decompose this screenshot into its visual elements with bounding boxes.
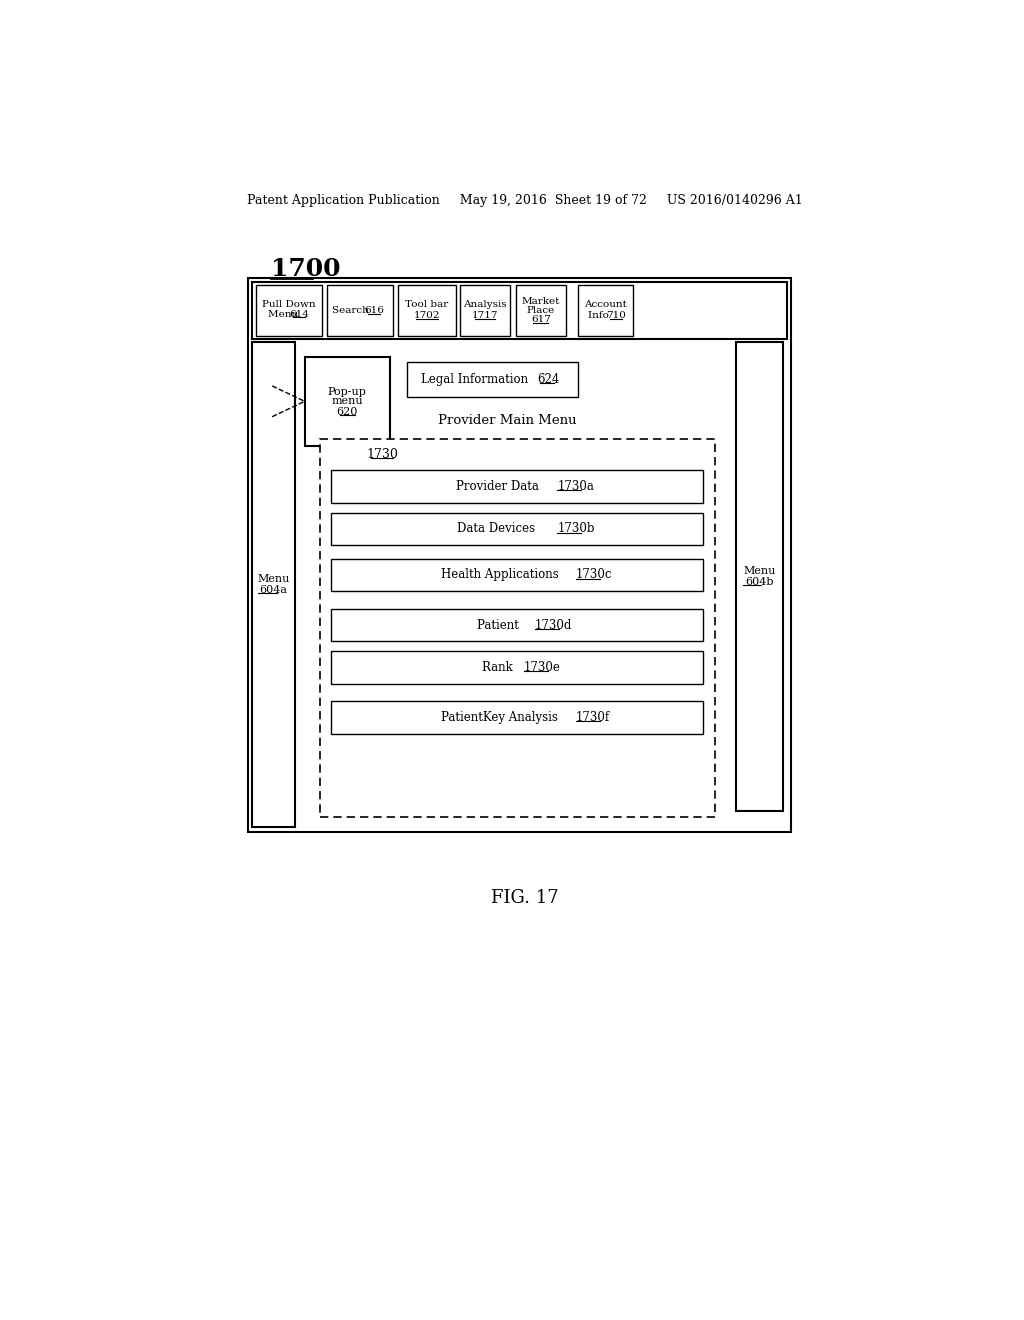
Bar — [331, 470, 703, 503]
Text: 1702: 1702 — [414, 312, 440, 321]
Bar — [331, 512, 703, 545]
Text: 710: 710 — [606, 312, 627, 321]
Text: Pop-up: Pop-up — [328, 387, 367, 397]
Text: Analysis: Analysis — [463, 300, 507, 309]
Text: 1730c: 1730c — [575, 569, 612, 582]
Text: 1730e: 1730e — [524, 661, 561, 675]
Text: 617: 617 — [530, 315, 551, 325]
Text: 1700: 1700 — [271, 256, 341, 281]
Text: Menu: Menu — [743, 566, 776, 576]
Text: 1730b: 1730b — [557, 523, 595, 536]
Text: Place: Place — [526, 306, 555, 315]
Bar — [397, 285, 456, 335]
Text: Menu: Menu — [268, 310, 302, 319]
Text: Provider Main Menu: Provider Main Menu — [438, 413, 578, 426]
Bar — [252, 342, 295, 826]
Text: Menu: Menu — [257, 574, 290, 583]
Text: Account: Account — [584, 300, 627, 309]
Text: 614: 614 — [289, 310, 309, 319]
Text: 604b: 604b — [745, 577, 774, 587]
Bar — [328, 285, 393, 335]
Bar — [305, 358, 390, 446]
Text: Rank: Rank — [482, 661, 520, 675]
Text: 624: 624 — [537, 374, 559, 387]
Bar — [578, 285, 633, 335]
Bar — [331, 609, 703, 642]
Bar — [256, 285, 322, 335]
Bar — [407, 363, 578, 397]
Text: PatientKey Analysis: PatientKey Analysis — [441, 711, 562, 723]
Bar — [248, 277, 791, 832]
Bar — [331, 701, 703, 734]
Text: Data Devices: Data Devices — [457, 523, 546, 536]
Text: menu: menu — [332, 396, 364, 407]
Text: 620: 620 — [337, 407, 358, 417]
Text: Market: Market — [521, 297, 560, 306]
Bar — [321, 440, 716, 817]
Text: 604a: 604a — [259, 585, 288, 594]
Bar — [331, 558, 703, 591]
Text: Patient: Patient — [477, 619, 526, 631]
Bar — [331, 651, 703, 684]
Bar — [460, 285, 510, 335]
Text: 1730d: 1730d — [535, 619, 572, 631]
Bar — [736, 342, 783, 812]
Text: Patent Application Publication     May 19, 2016  Sheet 19 of 72     US 2016/0140: Patent Application Publication May 19, 2… — [247, 194, 803, 207]
Text: 1730: 1730 — [367, 449, 398, 462]
Bar — [515, 285, 566, 335]
Text: Health Applications: Health Applications — [440, 569, 562, 582]
Text: Provider Data: Provider Data — [457, 480, 547, 492]
Bar — [252, 281, 786, 339]
Text: Pull Down: Pull Down — [262, 300, 315, 309]
Text: 1730a: 1730a — [557, 480, 594, 492]
Text: Info: Info — [588, 312, 612, 321]
Text: Search: Search — [333, 306, 373, 315]
Text: Legal Information: Legal Information — [421, 374, 536, 387]
Text: 1730f: 1730f — [575, 711, 610, 723]
Text: FIG. 17: FIG. 17 — [490, 888, 559, 907]
Text: 616: 616 — [365, 306, 384, 315]
Text: Tool bar: Tool bar — [406, 300, 449, 309]
Text: 1717: 1717 — [472, 312, 498, 321]
